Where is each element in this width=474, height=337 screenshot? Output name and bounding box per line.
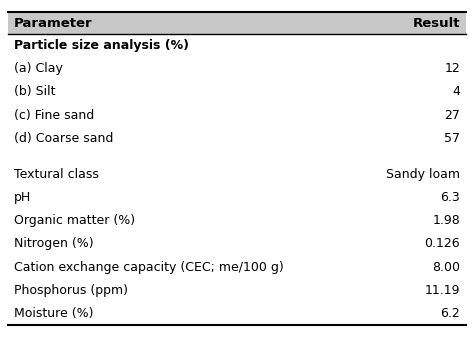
Text: Sandy loam: Sandy loam bbox=[386, 168, 460, 181]
Text: (d) Coarse sand: (d) Coarse sand bbox=[14, 132, 113, 145]
Text: Particle size analysis (%): Particle size analysis (%) bbox=[14, 39, 189, 52]
Text: (c) Fine sand: (c) Fine sand bbox=[14, 109, 94, 122]
Text: 12: 12 bbox=[444, 62, 460, 75]
Text: Cation exchange capacity (CEC; me/100 g): Cation exchange capacity (CEC; me/100 g) bbox=[14, 261, 284, 274]
Text: pH: pH bbox=[14, 191, 31, 204]
Text: (a) Clay: (a) Clay bbox=[14, 62, 63, 75]
Text: 57: 57 bbox=[444, 132, 460, 145]
Text: Result: Result bbox=[412, 17, 460, 30]
Text: Textural class: Textural class bbox=[14, 168, 99, 181]
Bar bbox=[8, 12, 466, 34]
Text: 11.19: 11.19 bbox=[425, 284, 460, 297]
Text: Phosphorus (ppm): Phosphorus (ppm) bbox=[14, 284, 128, 297]
Text: Parameter: Parameter bbox=[14, 17, 92, 30]
Text: (b) Silt: (b) Silt bbox=[14, 86, 55, 98]
Text: Moisture (%): Moisture (%) bbox=[14, 307, 93, 320]
Text: 0.126: 0.126 bbox=[424, 237, 460, 250]
Text: 27: 27 bbox=[444, 109, 460, 122]
Text: 6.2: 6.2 bbox=[440, 307, 460, 320]
Text: 1.98: 1.98 bbox=[432, 214, 460, 227]
Text: 8.00: 8.00 bbox=[432, 261, 460, 274]
Text: Organic matter (%): Organic matter (%) bbox=[14, 214, 135, 227]
Text: 4: 4 bbox=[452, 86, 460, 98]
Text: Nitrogen (%): Nitrogen (%) bbox=[14, 237, 94, 250]
Text: 6.3: 6.3 bbox=[440, 191, 460, 204]
